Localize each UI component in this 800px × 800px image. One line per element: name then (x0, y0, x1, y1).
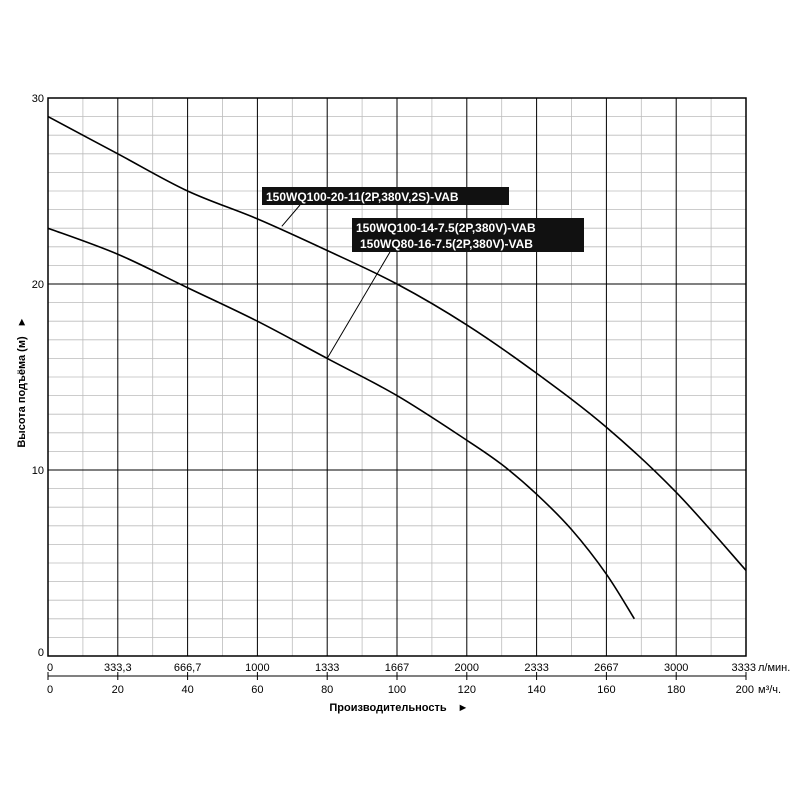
series-1-label-text: 150WQ100-20-11(2P,380V,2S)-VAB (266, 190, 459, 204)
series-2-label-text-2: 150WQ80-16-7.5(2P,380V)-VAB (360, 237, 533, 251)
secondary-x-tick-label: 0 (47, 662, 53, 674)
x-tick-label: 100 (388, 684, 406, 696)
x-tick-label: 180 (667, 684, 685, 696)
series-1-leader-line (281, 204, 301, 227)
series-2-label: 150WQ100-14-7.5(2P,380V)-VAB 150WQ80-16-… (352, 218, 584, 252)
series-1-label: 150WQ100-20-11(2P,380V,2S)-VAB (262, 187, 509, 205)
series-2-label-bg (352, 218, 584, 252)
secondary-x-tick-label: 3000 (664, 662, 688, 674)
secondary-x-tick-label: 2333 (524, 662, 548, 674)
y-tick-label: 30 (32, 93, 44, 105)
x-axes (47, 672, 747, 680)
series-1-curve (47, 115, 747, 571)
secondary-x-tick-label: 1000 (245, 662, 269, 674)
x-axis-arrow-icon: ► (458, 702, 469, 714)
secondary-x-tick-labels: 0 333,3 666,7 1000 1333 1667 2000 2333 2667 3000 3… (47, 662, 756, 674)
secondary-x-tick-label: 1667 (385, 662, 409, 674)
plot-border (47, 97, 747, 657)
secondary-x-tick-label: 666,7 (174, 662, 202, 674)
x-tick-label: 140 (527, 684, 545, 696)
x-tick-label: 0 (47, 684, 53, 696)
secondary-x-unit: л/мин. (758, 662, 790, 674)
leader-lines (281, 204, 391, 359)
secondary-x-tick-label: 333,3 (104, 662, 132, 674)
x-tick-label: 160 (597, 684, 615, 696)
x-tick-label: 20 (112, 684, 124, 696)
y-axis-title: Высота подъёма (м) (16, 336, 28, 448)
series-2-curve (47, 227, 635, 620)
x-tick-label: 120 (458, 684, 476, 696)
y-tick-label: 10 (32, 465, 44, 477)
y-tick-label: 0 (38, 647, 44, 659)
y-tick-label: 20 (32, 279, 44, 291)
series-2-leader-line (326, 251, 391, 359)
x-tick-label: 200 (736, 684, 754, 696)
secondary-x-tick-label: 1333 (315, 662, 339, 674)
curves (47, 115, 747, 620)
x-unit: м³/ч. (758, 684, 781, 696)
y-tick-labels: 0 10 20 30 (32, 93, 44, 659)
plot-frame (47, 97, 747, 657)
secondary-x-tick-label: 2000 (455, 662, 479, 674)
series-2-label-text: 150WQ100-14-7.5(2P,380V)-VAB (356, 221, 536, 235)
secondary-x-tick-label: 3333 (732, 662, 756, 674)
series-1-label-bg (262, 187, 509, 205)
x-tick-labels: 0 20 40 60 80 100 120 140 160 180 200 (47, 684, 754, 696)
x-tick-label: 60 (251, 684, 263, 696)
secondary-x-tick-label: 2667 (594, 662, 618, 674)
y-axis-arrow-icon: ► (16, 317, 28, 328)
y-axis-title-group: Высота подъёма (м) ► (16, 317, 28, 448)
x-axis-title: Производительность (329, 702, 446, 714)
x-tick-label: 40 (181, 684, 193, 696)
x-tick-label: 80 (321, 684, 333, 696)
